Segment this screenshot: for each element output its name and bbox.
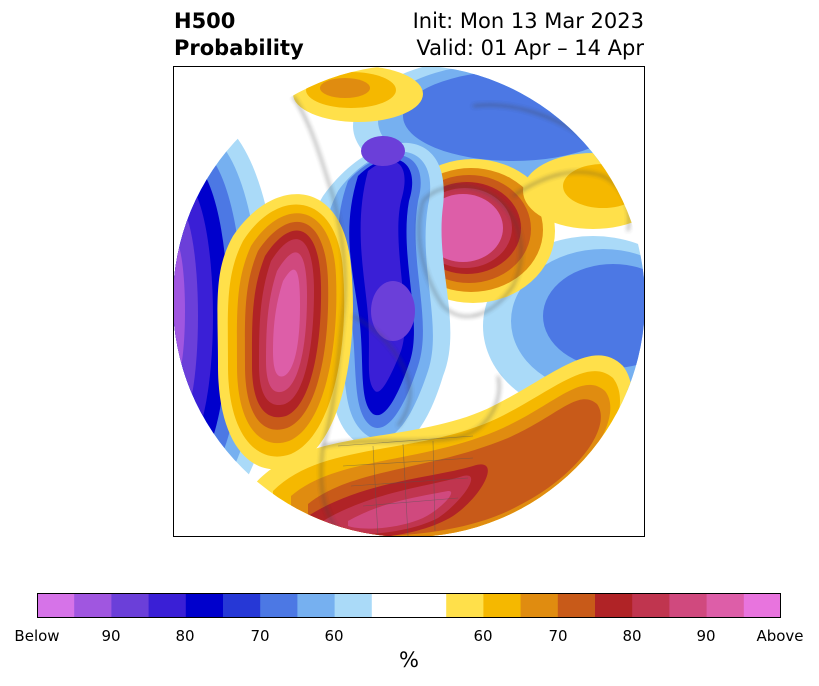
colorbar-swatch — [595, 593, 633, 618]
colorbar-tick-label: 80 — [622, 627, 642, 645]
colorbar-swatch — [148, 593, 187, 618]
colorbar-swatch — [706, 593, 745, 618]
colorbar-unit-label: % — [399, 648, 419, 672]
product-title: Probability — [174, 36, 304, 60]
colorbar-swatch — [632, 593, 670, 618]
colorbar-swatch — [260, 593, 298, 618]
colorbar-tick-label: 70 — [548, 627, 568, 645]
colorbar-swatch — [669, 593, 708, 618]
below-anomaly-western-russia — [483, 236, 645, 416]
colorbar-tick-label: 60 — [324, 627, 344, 645]
init-date: Init: Mon 13 Mar 2023 — [412, 9, 644, 33]
colorbar-swatch — [446, 593, 484, 618]
colorbar-swatch — [297, 593, 336, 618]
colorbar-swatch — [371, 593, 410, 618]
colorbar-swatch — [483, 593, 522, 618]
colorbar-tick-label: Above — [756, 627, 804, 645]
probability-field — [173, 66, 645, 537]
colorbar-swatch — [334, 593, 373, 618]
colorbar-border — [37, 593, 781, 618]
above-anomaly-west-coast — [217, 194, 353, 470]
map-title-block: H500 Probability — [174, 8, 304, 62]
colorbar-swatch — [557, 593, 596, 618]
colorbar-tick-label: Below — [14, 627, 60, 645]
colorbar-swatch — [743, 593, 781, 618]
colorbar-tick-label: 90 — [696, 627, 716, 645]
date-title-block: Init: Mon 13 Mar 2023 Valid: 01 Apr – 14… — [413, 8, 644, 62]
colorbar — [37, 593, 781, 618]
colorbar-swatch — [111, 593, 150, 618]
colorbar-swatch — [185, 593, 224, 618]
colorbar-tick-label: 90 — [101, 627, 121, 645]
colorbar-swatch — [223, 593, 261, 618]
colorbar-tick-label: 70 — [250, 627, 270, 645]
colorbar-swatch — [520, 593, 559, 618]
variable-title: H500 — [174, 9, 236, 33]
colorbar-swatch — [37, 593, 75, 618]
colorbar-swatch — [74, 593, 112, 618]
polar-map — [173, 66, 645, 537]
colorbar-swatch — [409, 593, 447, 618]
map-border — [173, 66, 645, 537]
colorbar-tick-label: 80 — [175, 627, 195, 645]
colorbar-tick-label: 60 — [473, 627, 493, 645]
state-borders — [337, 435, 474, 537]
valid-dates: Valid: 01 Apr – 14 Apr — [416, 36, 644, 60]
below-anomaly-hudson-bay — [307, 136, 451, 452]
